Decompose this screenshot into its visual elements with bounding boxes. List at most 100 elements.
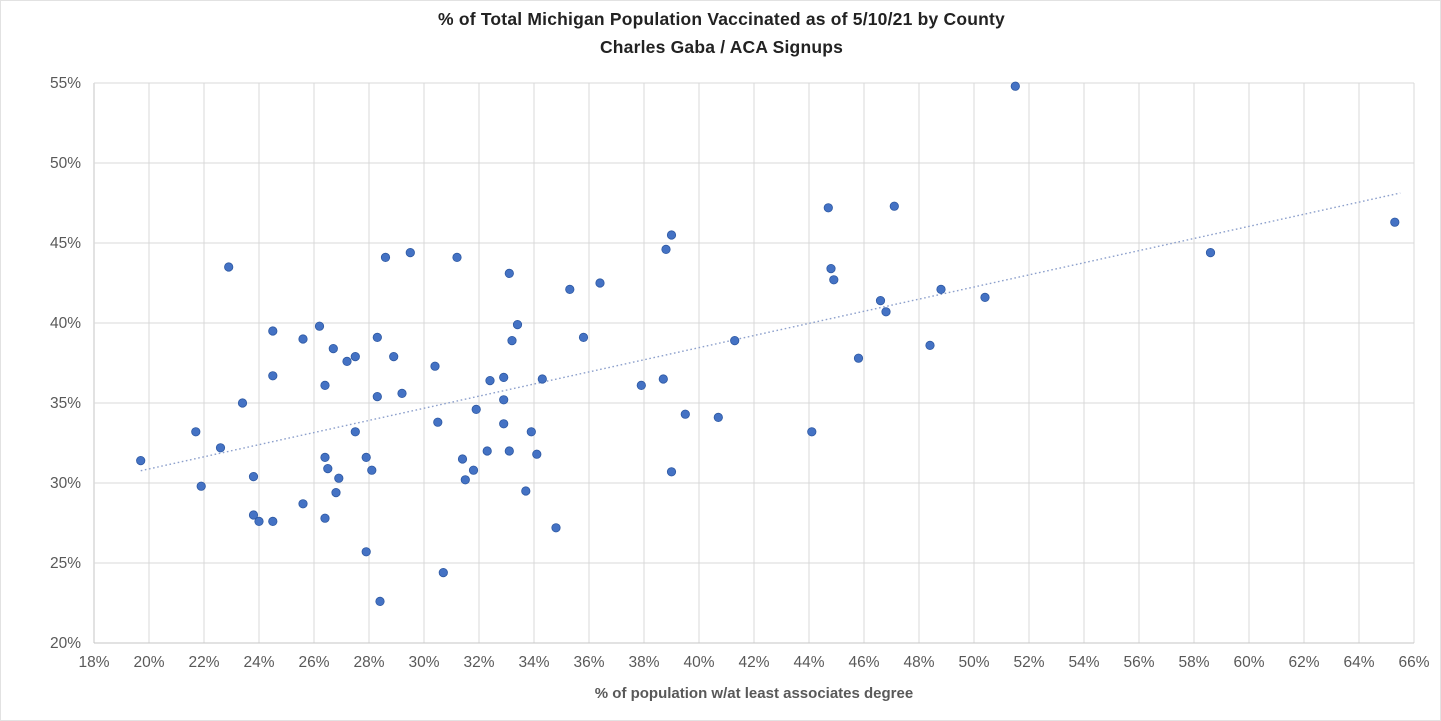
scatter-point [666, 467, 677, 477]
x-tick-label: 54% [1068, 654, 1099, 671]
scatter-point [532, 449, 542, 459]
scatter-point [361, 547, 371, 557]
scatter-point [578, 332, 589, 342]
scatter-point [342, 356, 352, 366]
x-tick-label: 48% [903, 654, 934, 671]
scatter-point [521, 486, 531, 496]
scatter-point [430, 361, 440, 371]
scatter-point [191, 427, 201, 437]
x-axis-title: % of population w/at least associates de… [594, 685, 914, 702]
scatter-point [482, 446, 492, 456]
scatter-point [507, 335, 517, 346]
scatter-point [367, 465, 377, 475]
scatter-point [389, 351, 399, 362]
x-tick-label: 22% [188, 654, 219, 671]
scatter-point [323, 463, 333, 474]
scatter-point [526, 427, 536, 437]
scatter-point [380, 252, 391, 262]
scatter-point [565, 284, 575, 294]
scatter-point [372, 332, 382, 342]
scatter-point [826, 263, 836, 274]
x-tick-label: 42% [738, 654, 769, 671]
scatter-point [438, 567, 448, 578]
scatter-point [372, 391, 382, 402]
scatter-point [925, 340, 935, 350]
scatter-point [248, 510, 259, 520]
scatter-point [268, 516, 278, 527]
x-tick-label: 26% [298, 654, 329, 671]
x-tick-label: 62% [1288, 654, 1319, 671]
tick-labels: 18% 20% 22% 24% 26% 28% 30% 32% 34% 36% 38% 40% 42% 4… [50, 75, 1430, 671]
scatter-point [298, 334, 308, 344]
y-tick-label: 40% [50, 315, 81, 332]
scatter-point [889, 201, 899, 211]
scatter-point [215, 443, 226, 453]
scatter-point [457, 454, 468, 464]
scatter-point [350, 427, 360, 437]
scatter-point [658, 374, 668, 384]
scatter-point [499, 372, 509, 382]
scatter-point [298, 499, 308, 509]
y-tick-label: 45% [50, 235, 81, 252]
y-tick-label: 25% [50, 555, 81, 572]
scatter-point [1205, 248, 1216, 258]
scatter-point [237, 398, 248, 408]
scatter-point [504, 446, 514, 456]
scatter-point [661, 244, 671, 254]
scatter-point [196, 481, 206, 491]
scatter-point [224, 262, 234, 272]
scatter-point [595, 278, 605, 288]
y-tick-label: 35% [50, 395, 81, 412]
scatter-point [823, 203, 833, 213]
scatter-point [328, 343, 338, 354]
scatter-point [680, 409, 690, 419]
scatter-point [268, 326, 278, 336]
y-tick-label: 55% [50, 75, 81, 92]
scatter-point [320, 380, 330, 390]
scatter-point [504, 268, 514, 278]
y-tick-label: 20% [50, 635, 81, 652]
scatter-point [361, 452, 371, 462]
x-tick-label: 56% [1123, 654, 1154, 671]
x-tick-label: 38% [628, 654, 659, 671]
scatter-point [636, 380, 646, 390]
x-tick-label: 18% [78, 654, 109, 671]
chart-subtitle: Charles Gaba / ACA Signups [599, 37, 844, 57]
scatter-point [551, 523, 561, 533]
scatter-point [499, 395, 509, 405]
scatter-point [320, 513, 330, 523]
scatter-points [136, 81, 1400, 607]
x-tick-label: 24% [243, 654, 274, 671]
scatter-point [452, 252, 462, 262]
x-tick-label: 60% [1233, 654, 1264, 671]
x-tick-label: 66% [1398, 654, 1429, 671]
x-tick-label: 20% [133, 654, 164, 671]
scatter-point [334, 473, 344, 483]
scatter-point [268, 371, 278, 381]
scatter-point [248, 471, 259, 482]
scatter-point [460, 475, 470, 485]
x-tick-label: 52% [1013, 654, 1044, 671]
scatter-point [433, 417, 443, 427]
scatter-point [881, 307, 891, 317]
scatter-point [537, 374, 547, 384]
x-tick-label: 28% [353, 654, 384, 671]
scatter-point [730, 335, 740, 346]
scatter-point [405, 248, 415, 258]
x-tick-label: 58% [1178, 654, 1209, 671]
scatter-point [1010, 81, 1020, 91]
scatter-point [936, 284, 946, 294]
scatter-point [1390, 217, 1400, 227]
scatter-point [331, 487, 341, 498]
x-tick-label: 32% [463, 654, 494, 671]
scatter-point [666, 230, 677, 240]
scatter-point [136, 455, 146, 466]
scatter-point [485, 375, 495, 386]
y-tick-label: 50% [50, 155, 81, 172]
scatter-point [829, 275, 839, 285]
scatter-point [397, 388, 407, 398]
gridlines [93, 82, 1415, 644]
y-tick-label: 30% [50, 475, 81, 492]
